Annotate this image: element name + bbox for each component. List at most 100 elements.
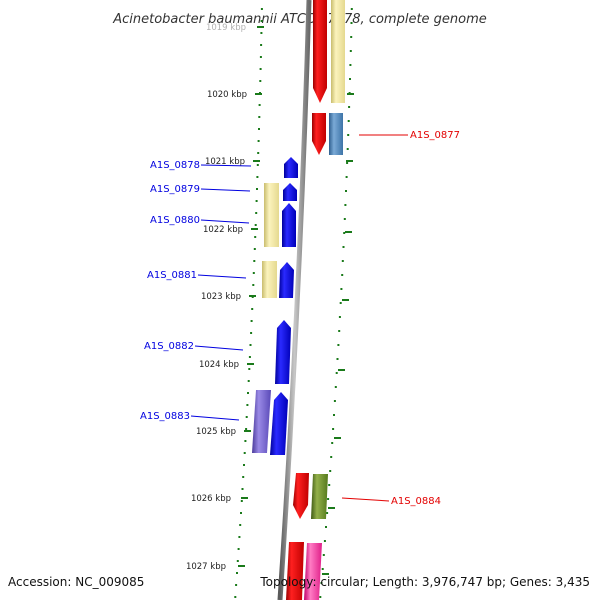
cog-bar-steelblue[interactable]	[329, 113, 343, 155]
scale-ring-dot	[256, 164, 259, 166]
scale-ring-dot	[258, 116, 261, 118]
cog-bar-purple[interactable]	[252, 390, 271, 453]
scale-ring-dot	[260, 44, 263, 46]
scale-ring-dot	[243, 452, 246, 454]
forward-strand-features	[286, 0, 345, 600]
outer-ring-dot	[340, 288, 343, 290]
scale-ring-dot	[241, 488, 244, 490]
scale-ring-dot	[258, 128, 260, 130]
tick-label: 1022 kbp	[203, 225, 243, 235]
outer-ring-dot	[347, 134, 350, 136]
scale-ring-dot	[247, 392, 249, 394]
scale-ring	[234, 8, 263, 598]
gene-arrow-forward[interactable]	[313, 0, 327, 103]
outer-ring-dot	[321, 568, 324, 570]
gene-label-a1s-0883[interactable]: A1S_0883	[140, 411, 190, 422]
outer-ring-dot	[325, 526, 327, 528]
scale-ring-dot	[260, 8, 263, 10]
outer-ring-dot	[339, 302, 342, 304]
outer-ring-dot	[344, 204, 347, 206]
scale-ring-dot	[249, 344, 252, 346]
outer-ring-dot	[343, 218, 346, 220]
tick-label: 1026 kbp	[191, 494, 231, 504]
scale-ring-dot	[245, 428, 248, 430]
cog-bar-yellow[interactable]	[331, 0, 345, 103]
scale-ring-dot	[243, 464, 245, 466]
label-leaders	[190, 134, 408, 502]
outer-ring-dot	[350, 36, 353, 38]
scale-ring-dot	[259, 68, 262, 70]
gene-arrow-a1s-0882[interactable]	[275, 320, 291, 384]
gene-arrow-a1s-0881[interactable]	[279, 262, 294, 298]
scale-ring-dot	[253, 260, 256, 262]
tick-label: 1027 kbp	[186, 562, 226, 572]
cog-bar-olive[interactable]	[311, 474, 328, 519]
cog-bar-yellow[interactable]	[264, 183, 279, 247]
scale-ring-dot	[250, 332, 253, 334]
scale-ring-dot	[238, 536, 241, 538]
outer-ring-dot	[327, 498, 330, 500]
outer-ring-dot	[349, 78, 351, 80]
cog-bar-pink[interactable]	[304, 543, 322, 600]
outer-ring-dot	[346, 162, 349, 164]
outer-ring-dot	[342, 246, 345, 248]
scale-ring-dot	[235, 584, 238, 586]
scale-ring-dot	[245, 416, 248, 418]
scale-ring-dot	[259, 80, 262, 82]
gene-labels: A1S_0877 A1S_0878 A1S_0879 A1S_0880 A1S_…	[140, 130, 460, 507]
tick-label: 1024 kbp	[199, 360, 239, 370]
scale-ring-dot	[234, 596, 237, 598]
scale-ring-dot	[254, 224, 257, 226]
scale-ring-dot	[250, 320, 253, 322]
outer-ring-dot	[338, 330, 341, 332]
outer-ring-dot	[322, 554, 325, 556]
gene-arrow-forward[interactable]	[286, 542, 304, 600]
gene-arrow-a1s-0877[interactable]	[312, 113, 326, 155]
gene-arrow-a1s-0878[interactable]	[284, 157, 298, 178]
gene-label-a1s-0882[interactable]: A1S_0882	[144, 341, 194, 352]
outer-ring-dot	[349, 64, 352, 66]
outer-ring-dot	[326, 512, 329, 514]
gene-label-a1s-0880[interactable]: A1S_0880	[150, 215, 200, 226]
gene-label-a1s-0877[interactable]: A1S_0877	[410, 130, 460, 141]
outer-ring-dot	[319, 596, 322, 598]
reverse-strand-features	[252, 157, 298, 455]
scale-ring-dot	[247, 380, 250, 382]
tick-label: 1025 kbp	[196, 427, 236, 437]
outer-ring-dot	[341, 274, 344, 276]
gene-label-a1s-0879[interactable]: A1S_0879	[150, 184, 200, 195]
scale-ring-dot	[257, 152, 260, 154]
scale-ring-dot	[251, 308, 254, 310]
outer-ring-dot	[349, 50, 352, 52]
scale-ring-dot	[253, 248, 256, 250]
gene-label-a1s-0878[interactable]: A1S_0878	[150, 160, 200, 171]
scale-ring-dot	[240, 512, 242, 514]
scale-ring-dot	[258, 104, 261, 106]
cog-bar-yellow[interactable]	[262, 261, 277, 298]
outer-ring-dot	[333, 400, 336, 402]
outer-ring-dot	[345, 190, 347, 192]
gene-arrow-a1s-0879[interactable]	[283, 183, 297, 201]
gene-arrow-a1s-0880[interactable]	[282, 203, 296, 247]
gene-label-a1s-0884[interactable]: A1S_0884	[391, 496, 441, 507]
outer-ring-dot	[332, 428, 335, 430]
outer-ring-dot	[331, 442, 334, 444]
scale-ring-dot	[244, 440, 247, 442]
scale-ring-dot	[256, 188, 258, 190]
outer-ring-dot	[346, 148, 349, 150]
scale-ring-dot	[255, 200, 258, 202]
outer-ring-dot	[345, 176, 348, 178]
gene-arrow-a1s-0884[interactable]	[293, 473, 309, 519]
scale-ring-dot	[259, 56, 262, 58]
outer-ring	[319, 8, 353, 598]
scale-ring-dot	[239, 524, 242, 526]
scale-ring-dot	[252, 272, 255, 274]
gene-arrow-a1s-0883[interactable]	[270, 392, 288, 455]
map-title: Acinetobacter baumannii ATCC 17978, comp…	[112, 12, 487, 27]
outer-ring-ticks	[322, 93, 354, 575]
scale-ring-dot	[252, 284, 255, 286]
gene-label-a1s-0881[interactable]: A1S_0881	[147, 270, 197, 281]
scale-ring-dot	[246, 404, 249, 406]
tick-label: 1019 kbp	[206, 23, 246, 33]
